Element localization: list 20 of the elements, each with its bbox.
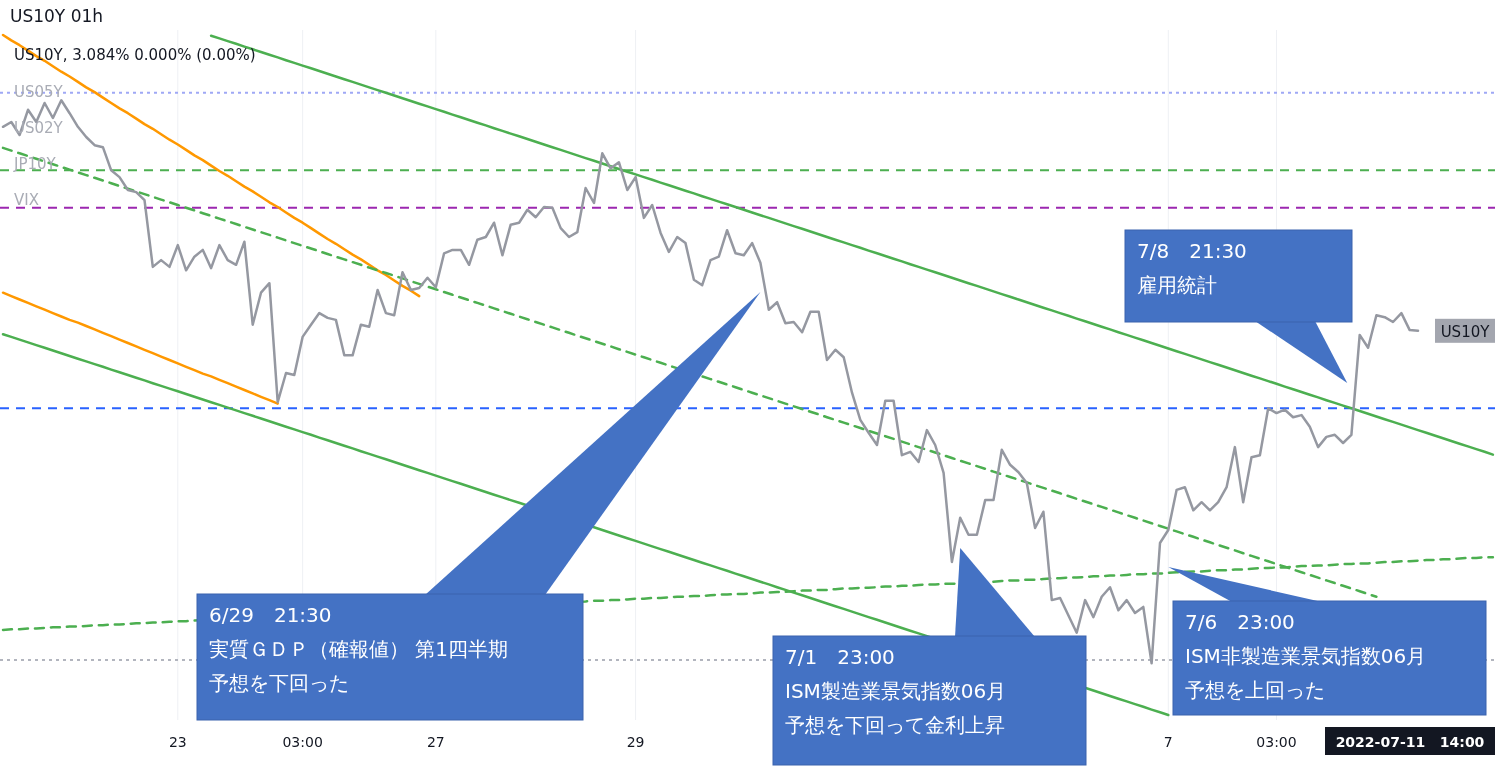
text: 2022-07-11 14:00	[1335, 734, 1485, 750]
annotation: ISM製造業景気指数06月予想を下回って金利上昇	[785, 679, 1007, 737]
annotation: VIX	[14, 191, 39, 209]
annotation: 7/6 23:00	[1185, 610, 1295, 634]
annotation: ISM非製造業景気指数06月予想を上回った	[1185, 644, 1427, 702]
annotation: 雇用統計	[1137, 273, 1217, 297]
x-tick-label: 7	[1163, 734, 1173, 750]
annotation: JP10Y	[13, 155, 57, 173]
x-tick-label: 03:00	[282, 734, 323, 750]
annotation: US05Y	[14, 83, 64, 101]
x-tick-label: 27	[426, 734, 445, 750]
series-label: US10Y	[1440, 322, 1491, 341]
x-tick-label: 23	[168, 734, 187, 750]
annotation: 7/1 23:00	[785, 645, 895, 669]
annotation: 6/29 21:30	[209, 603, 332, 627]
annotation: 7/8 21:30	[1137, 239, 1247, 263]
x-tick-label: 29	[626, 734, 645, 750]
annotation: 実質ＧＤＰ（確報値） 第1四半期予想を下回った	[209, 637, 509, 695]
chart-title: US10Y 01h	[10, 6, 104, 26]
x-tick-label: 03:00	[1256, 734, 1297, 750]
